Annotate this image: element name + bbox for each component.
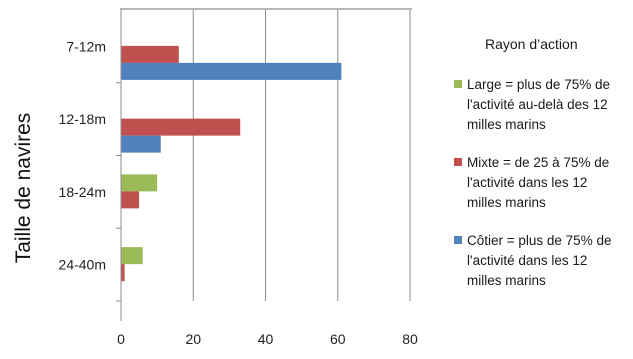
bar-large-18-24m	[121, 174, 158, 192]
legend-label-line: milles marins	[467, 117, 546, 132]
legend-label-line: milles marins	[467, 273, 546, 288]
bar-mixte-12-18m	[121, 118, 241, 136]
legend-label-line: l'activité dans les 12	[467, 253, 588, 268]
bar-cotier-7-12m	[121, 62, 342, 80]
legend-swatch-cotier	[454, 236, 462, 244]
legend-item-mixte: Mixte = de 25 à 75% de l'activité dans l…	[452, 153, 632, 213]
legend-label-line: Côtier = plus de 75% de	[467, 233, 612, 248]
legend-item-cotier: Côtier = plus de 75% de l'activité dans …	[452, 231, 632, 291]
bar-mixte-7-12m	[121, 45, 179, 63]
bar-large-24-40m	[121, 247, 143, 265]
legend-swatch-large	[454, 80, 462, 88]
x-tick-label: 40	[258, 331, 274, 347]
legend-item-large: Large = plus de 75% de l'activité au-del…	[452, 75, 632, 135]
legend-label-line: l'activité au-delà des 12	[467, 97, 608, 112]
legend-title: Rayon d’action	[485, 36, 578, 52]
legend-label-line: l'activité dans les 12	[467, 175, 588, 190]
bar-mixte-18-24m	[121, 191, 140, 209]
legend: Rayon d’action Large = plus de 75% de l'…	[452, 36, 632, 309]
y-tick-label: 7-12m	[66, 38, 106, 54]
x-tick-label: 60	[330, 331, 346, 347]
legend-label-line: milles marins	[467, 195, 546, 210]
x-tick-label: 20	[185, 331, 201, 347]
bar-mixte-24-40m	[121, 264, 125, 282]
x-tick-label: 80	[402, 331, 418, 347]
y-tick-label: 18-24m	[59, 184, 106, 200]
y-tick-label: 24-40m	[59, 257, 106, 273]
y-axis-title: Taille de navires	[12, 113, 35, 264]
bar-cotier-12-18m	[121, 135, 161, 153]
legend-label-line: Large = plus de 75% de	[467, 77, 610, 92]
legend-swatch-mixte	[454, 158, 462, 166]
x-tick-label: 0	[117, 331, 125, 347]
legend-label-line: Mixte = de 25 à 75% de	[467, 155, 610, 170]
y-tick-label: 12-18m	[59, 111, 106, 127]
